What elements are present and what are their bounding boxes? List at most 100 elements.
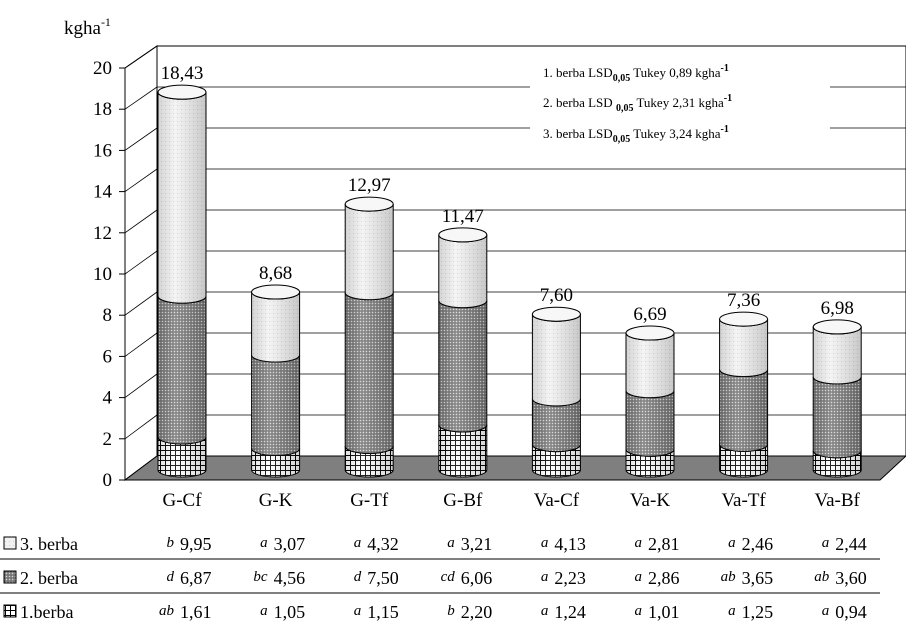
table-cell: 3,65 <box>742 568 774 588</box>
table-letter: a <box>260 603 268 619</box>
table-cell: 6,87 <box>180 568 212 588</box>
y-tick-label: 20 <box>93 58 112 79</box>
gridline-side <box>124 45 158 69</box>
bar-segment-shade <box>345 446 394 478</box>
table-row-label: 3. berba <box>20 534 78 554</box>
table-swatch <box>3 604 17 618</box>
table-letter: ab <box>721 569 737 585</box>
lsd-legend-box <box>530 51 830 151</box>
x-tick-label: Va-Bf <box>815 490 861 511</box>
bar-stack <box>344 196 394 478</box>
table-letter: a <box>822 535 830 551</box>
table-cell: 2,44 <box>835 534 867 554</box>
table-cell: 7,50 <box>367 568 399 588</box>
y-tick-label: 18 <box>93 99 112 120</box>
bar-top-cap <box>812 319 862 335</box>
table-letter: d <box>354 569 362 585</box>
bar-segment-shade <box>438 300 487 432</box>
bar-segment-shade <box>813 376 862 458</box>
bar-top-cap <box>157 84 207 100</box>
y-tick-label: 4 <box>103 388 113 409</box>
bar-stack <box>531 306 581 478</box>
bar-segment-shade <box>532 314 581 406</box>
table-cell: 4,13 <box>554 534 586 554</box>
lsd-line-1: 1. berba LSD0,05 Tukey 0,89 kgha-1 <box>543 63 729 84</box>
bar-segment-shade <box>251 354 300 456</box>
bar-segment-shade <box>813 326 862 384</box>
side-wall <box>124 45 158 481</box>
bar-top-cap <box>438 227 488 243</box>
table-letter: a <box>260 535 268 551</box>
table-cell: 3,07 <box>274 534 306 554</box>
y-tick-label: 2 <box>103 429 113 450</box>
table-cell: 1,24 <box>554 602 586 622</box>
table-swatch <box>3 536 17 550</box>
bar-segment-shade <box>251 448 300 478</box>
gridline-side <box>124 168 158 192</box>
x-tick-label: Va-Cf <box>534 490 580 511</box>
table-cell: 2,20 <box>461 602 493 622</box>
table-row-label: 2. berba <box>20 568 78 588</box>
bar-segment-shade <box>438 234 487 308</box>
y-tick-label: 12 <box>93 223 112 244</box>
table-cell: 3,60 <box>835 568 867 588</box>
x-tick-label: Va-K <box>630 490 670 511</box>
y-tick-label: 14 <box>93 182 113 203</box>
bar-stack <box>438 227 488 478</box>
total-labels: 18,43 8,68 12,97 11,47 7,60 6,69 7,36 6,98 <box>161 63 854 325</box>
bar-segment-shade <box>532 398 581 452</box>
gridline-side <box>124 291 158 316</box>
data-table: 3. berba b 9,95 a 3,07 a 4,32 a 3,21 a 4,13 a 2,81 a 2… <box>0 534 880 622</box>
bar-segment-shade <box>719 319 768 377</box>
x-tick-label: Va-Tf <box>721 490 766 511</box>
total-label: 8,68 <box>259 263 292 284</box>
bar-segment-shade <box>345 204 394 300</box>
table-letter: a <box>635 535 643 551</box>
floor <box>123 455 906 481</box>
x-tick-label: G-Cf <box>162 490 202 511</box>
bar-stack <box>251 284 301 478</box>
bar-top-cap <box>531 306 581 322</box>
total-label: 6,69 <box>633 304 666 325</box>
lsd-line-3: 3. berba LSD0,05 Tukey 3,24 kgha-1 <box>543 124 729 145</box>
x-tick-label: G-K <box>259 490 293 511</box>
bar-segment-shade <box>345 292 394 454</box>
bar-stack <box>812 319 862 478</box>
table-letter: ab <box>159 603 175 619</box>
y-tick-label: 0 <box>103 470 113 491</box>
table-cell: 2,81 <box>648 534 680 554</box>
bar-segment-shade <box>251 292 300 362</box>
table-cell: 2,46 <box>742 534 774 554</box>
bar-segment-shade <box>158 436 206 477</box>
gridline-side <box>124 250 158 275</box>
table-letter: a <box>447 535 455 551</box>
table-cell: 1,01 <box>648 602 680 622</box>
table-letter: d <box>167 569 175 585</box>
total-label: 11,47 <box>442 206 484 227</box>
bar-top-cap <box>625 325 675 341</box>
table-cell: 1,61 <box>180 602 212 622</box>
bar-segment-shade <box>158 296 206 444</box>
bar-segment-shade <box>626 449 674 477</box>
table-cell: 2,86 <box>648 568 680 588</box>
total-label: 7,36 <box>727 290 760 311</box>
table-cell: 6,06 <box>461 568 493 588</box>
bars <box>157 84 862 478</box>
table-cell: 0,94 <box>835 602 867 622</box>
total-label: 7,60 <box>540 285 573 306</box>
bar-top-cap <box>251 284 301 300</box>
table-letter: a <box>541 569 549 585</box>
table-letter: a <box>635 603 643 619</box>
gridline-side <box>124 414 158 440</box>
y-axis-unit: kgha-1 <box>64 15 111 39</box>
table-letter: a <box>354 603 362 619</box>
table-cell: 4,32 <box>367 534 399 554</box>
y-tick-label: 8 <box>103 305 113 326</box>
x-axis-labels: G-Cf G-K G-Tf G-Bf Va-Cf Va-K Va-Tf Va-Bf <box>162 490 860 511</box>
bar-stack <box>157 84 207 478</box>
y-axis-ticks: 0 2 4 6 8 10 12 14 16 18 20 <box>93 58 125 491</box>
bar-segment-shade <box>532 444 581 478</box>
table-cell: 1,25 <box>742 602 774 622</box>
table-row-label: 1.berba <box>20 602 73 622</box>
table-letter: a <box>541 603 549 619</box>
